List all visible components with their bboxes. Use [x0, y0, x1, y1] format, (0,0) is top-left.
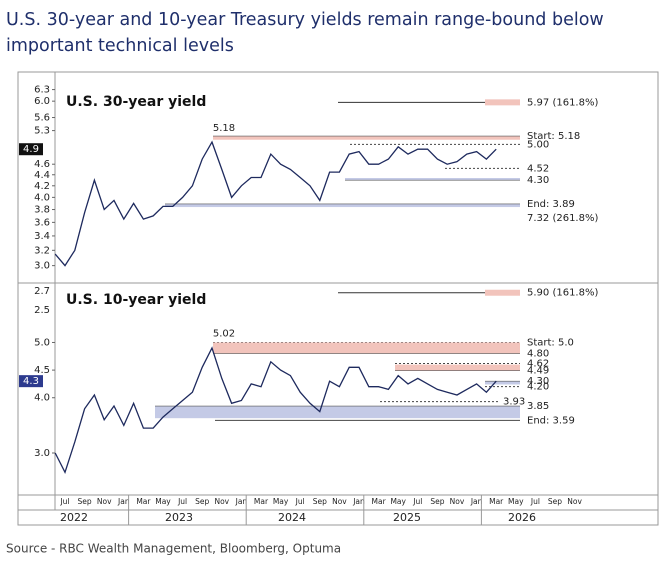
- level-label: 7.32 (261.8%): [527, 213, 598, 224]
- x-tick-label: Jul: [59, 497, 69, 506]
- level-label: End: 3.59: [527, 415, 575, 426]
- y-tick-label: 3.8: [34, 205, 50, 216]
- y-tick-label: 5.0: [34, 337, 50, 348]
- x-tick-label: Jul: [412, 497, 422, 506]
- level-label: 5.00: [527, 139, 549, 150]
- peak-label: 5.18: [213, 123, 235, 134]
- yield-line: [54, 140, 497, 267]
- level-label: 4.52: [527, 163, 549, 174]
- y-tick-label: 4.0: [34, 393, 50, 404]
- x-tick-label: Sep: [548, 497, 562, 506]
- level-band: [345, 178, 520, 181]
- level-band: [485, 99, 520, 106]
- level-label: 4.30: [527, 175, 549, 186]
- x-tick-label: Jul: [177, 497, 187, 506]
- y-tick-label: 2.5: [34, 305, 50, 316]
- x-tick-label: May: [508, 497, 524, 506]
- year-label: 2025: [393, 511, 421, 524]
- level-label: 4.80: [527, 349, 549, 360]
- y-tick-label: 4.6: [34, 159, 50, 170]
- level-label: Start: 5.18: [527, 131, 580, 142]
- year-label: 2026: [508, 511, 536, 524]
- x-tick-label: Sep: [78, 497, 92, 506]
- frame: [17, 71, 659, 526]
- x-tick-label: Sep: [430, 497, 444, 506]
- level-label: End: 3.89: [527, 199, 575, 210]
- x-tick-label: Nov: [450, 497, 465, 506]
- current-box: [19, 375, 43, 388]
- x-tick-label: Jul: [530, 497, 540, 506]
- title: U.S. 30-year and 10-year Treasury yields…: [6, 10, 604, 30]
- y-tick-label: 4.5: [34, 365, 50, 376]
- x-tick-label: May: [155, 497, 171, 506]
- y-tick-label: 3.4: [34, 231, 50, 242]
- level-band: [155, 406, 520, 419]
- x-tick-label: May: [390, 497, 406, 506]
- panel-title: U.S. 30-year yield: [66, 94, 206, 110]
- level-label: 4.30: [527, 376, 549, 387]
- y-tick-label: 3.2: [34, 245, 50, 256]
- level-band: [213, 136, 520, 140]
- x-tick-label: May: [273, 497, 289, 506]
- y-tick-label: 3.6: [34, 217, 50, 228]
- level-label: 4.49: [527, 366, 549, 377]
- level-label: 3.85: [527, 401, 549, 412]
- y-tick-label: 4.4: [34, 170, 50, 181]
- x-tick-label: Sep: [195, 497, 209, 506]
- level-label: 5.97 (161.8%): [527, 97, 598, 108]
- title: important technical levels: [6, 36, 234, 56]
- y-tick-label: 5.3: [34, 126, 50, 137]
- x-tick-label: Jul: [295, 497, 305, 506]
- x-tick-label: Mar: [136, 497, 151, 506]
- year-label: 2024: [278, 511, 306, 524]
- y-tick-label: 4.2: [34, 181, 50, 192]
- level-label: Start: 5.0: [527, 337, 574, 348]
- x-tick-label: Nov: [214, 497, 229, 506]
- y-tick-label: 5.6: [34, 113, 50, 124]
- yield-line: [54, 346, 497, 475]
- level-band: [213, 342, 520, 354]
- y-tick-label: 3.0: [34, 261, 50, 272]
- y-tick-label: 4.0: [34, 192, 50, 203]
- x-tick-label: Nov: [332, 497, 347, 506]
- level-band: [395, 364, 520, 371]
- current-label: 4.3: [23, 376, 39, 387]
- y-tick-label: 2.7: [34, 286, 50, 297]
- peak-label: 5.02: [213, 328, 235, 339]
- x-tick-label: Jan: [235, 497, 248, 506]
- x-tick-label: Sep: [313, 497, 327, 506]
- x-tick-label: Mar: [489, 497, 504, 506]
- x-tick-label: Nov: [567, 497, 582, 506]
- year-label: 2022: [60, 511, 88, 524]
- level-label: 4.62: [527, 358, 549, 369]
- current-label: 4.9: [23, 144, 39, 155]
- x-tick-label: Jan: [470, 497, 483, 506]
- x-tick-label: Nov: [97, 497, 112, 506]
- y-tick-label: 6.3: [34, 85, 50, 96]
- y-tick-label: 6.0: [34, 96, 50, 107]
- x-tick-label: Mar: [372, 497, 387, 506]
- level-band: [485, 289, 520, 296]
- level-label: 3.93: [503, 397, 525, 408]
- source: Source - RBC Wealth Management, Bloomber…: [6, 542, 341, 556]
- level-band: [165, 203, 520, 208]
- x-tick-label: Jan: [352, 497, 365, 506]
- level-label: 5.90 (161.8%): [527, 288, 598, 299]
- year-label: 2023: [165, 511, 193, 524]
- x-tick-label: Mar: [254, 497, 269, 506]
- y-tick-label: 3.0: [34, 448, 50, 459]
- level-label: 4.20: [527, 382, 549, 393]
- level-band: [485, 381, 520, 385]
- x-tick-label: Jan: [117, 497, 130, 506]
- current-box: [19, 143, 43, 156]
- panel-title: U.S. 10-year yield: [66, 292, 206, 308]
